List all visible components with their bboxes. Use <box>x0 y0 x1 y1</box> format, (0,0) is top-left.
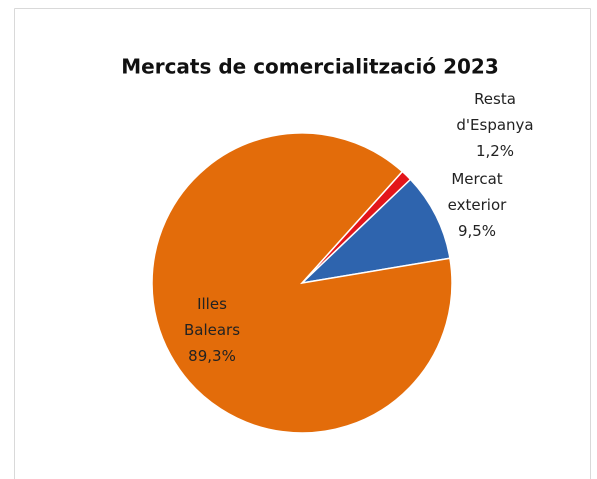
category-label: Resta d'Espanya <box>456 90 533 134</box>
category-word: Balears <box>184 321 240 339</box>
category-word: exterior <box>448 196 507 214</box>
value-label: 9,5% <box>458 222 496 240</box>
slice-label: Resta d'Espanya 1,2% <box>456 90 533 160</box>
pie-slice <box>299 178 451 285</box>
value-label: 89,3% <box>188 347 236 365</box>
category-word: Resta <box>474 90 516 108</box>
category-label: Illes Balears <box>184 295 240 339</box>
value-label: 1,2% <box>476 142 514 160</box>
slice-label: Mercat exterior 9,5% <box>448 170 507 240</box>
category-label: Mercat exterior <box>448 170 507 214</box>
slice-label: Illes Balears 89,3% <box>184 295 240 365</box>
category-word: Illes <box>197 295 227 313</box>
chart-title: Mercats de comercialització 2023 <box>121 55 499 79</box>
category-word: Mercat <box>451 170 502 188</box>
category-word: d'Espanya <box>456 116 533 134</box>
pie-slice <box>151 132 453 434</box>
